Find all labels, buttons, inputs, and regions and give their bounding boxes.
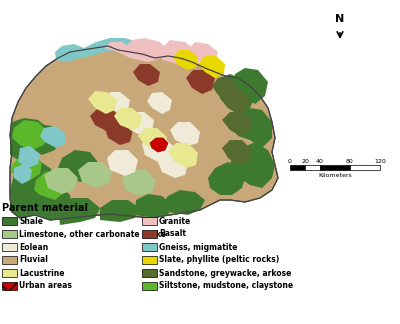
- Text: Parent material: Parent material: [2, 203, 88, 213]
- Polygon shape: [198, 56, 225, 78]
- Polygon shape: [40, 126, 66, 148]
- Bar: [142, 217, 157, 225]
- Polygon shape: [150, 138, 168, 152]
- Polygon shape: [105, 42, 130, 58]
- Polygon shape: [90, 108, 120, 132]
- Polygon shape: [126, 112, 154, 136]
- Bar: [2, 256, 17, 264]
- Text: N: N: [335, 14, 345, 24]
- Bar: [2, 269, 17, 277]
- Text: Granite: Granite: [159, 216, 191, 226]
- Polygon shape: [55, 44, 90, 62]
- Polygon shape: [228, 142, 275, 188]
- Bar: [290, 165, 305, 170]
- Text: 120: 120: [374, 159, 386, 164]
- Polygon shape: [34, 170, 68, 200]
- Text: Lacustrine: Lacustrine: [19, 269, 64, 277]
- Polygon shape: [88, 91, 117, 114]
- Polygon shape: [10, 46, 278, 220]
- Polygon shape: [147, 92, 172, 114]
- Polygon shape: [107, 150, 138, 176]
- Text: 20: 20: [301, 159, 309, 164]
- Bar: [142, 269, 157, 277]
- Text: Sandstone, greywacke, arkose: Sandstone, greywacke, arkose: [159, 269, 291, 277]
- Bar: [305, 165, 320, 170]
- Polygon shape: [135, 194, 172, 218]
- Polygon shape: [208, 162, 245, 195]
- Polygon shape: [162, 40, 195, 64]
- Polygon shape: [105, 92, 130, 114]
- Polygon shape: [232, 108, 272, 148]
- Text: Fluvial: Fluvial: [19, 256, 48, 264]
- Text: 0: 0: [288, 159, 292, 164]
- Polygon shape: [138, 128, 167, 151]
- Polygon shape: [58, 150, 100, 182]
- Polygon shape: [222, 140, 252, 165]
- Polygon shape: [186, 70, 215, 94]
- Bar: [142, 230, 157, 238]
- Bar: [350, 165, 380, 170]
- Bar: [320, 165, 350, 170]
- Bar: [142, 282, 157, 290]
- Polygon shape: [105, 120, 133, 145]
- Polygon shape: [220, 90, 250, 114]
- Polygon shape: [114, 108, 142, 130]
- Text: Shale: Shale: [19, 216, 43, 226]
- Text: Eolean: Eolean: [19, 242, 48, 251]
- Polygon shape: [44, 168, 78, 194]
- Bar: [2, 282, 17, 290]
- Polygon shape: [222, 112, 252, 136]
- Polygon shape: [122, 170, 156, 196]
- Polygon shape: [168, 143, 198, 168]
- Text: 80: 80: [346, 159, 354, 164]
- Polygon shape: [22, 124, 60, 155]
- Polygon shape: [158, 153, 188, 178]
- Text: Slate, phyllite (peltic rocks): Slate, phyllite (peltic rocks): [159, 256, 279, 264]
- Polygon shape: [12, 120, 48, 150]
- Polygon shape: [10, 160, 65, 215]
- Text: Gneiss, migmatite: Gneiss, migmatite: [159, 242, 237, 251]
- Text: Urban areas: Urban areas: [19, 282, 72, 291]
- Polygon shape: [173, 50, 198, 70]
- Bar: [2, 217, 17, 225]
- Polygon shape: [142, 136, 173, 162]
- Polygon shape: [10, 118, 50, 160]
- Bar: [2, 243, 17, 251]
- Bar: [142, 256, 157, 264]
- Polygon shape: [18, 146, 40, 168]
- Text: Limestone, other carbonate rocks: Limestone, other carbonate rocks: [19, 229, 166, 238]
- Polygon shape: [14, 164, 32, 184]
- Polygon shape: [232, 68, 268, 104]
- Polygon shape: [215, 74, 255, 114]
- Polygon shape: [133, 64, 160, 86]
- Text: 40: 40: [316, 159, 324, 164]
- Polygon shape: [78, 162, 112, 188]
- Polygon shape: [125, 38, 168, 62]
- Polygon shape: [84, 38, 145, 56]
- Text: Basalt: Basalt: [159, 229, 186, 238]
- Polygon shape: [162, 190, 205, 215]
- Bar: [2, 230, 17, 238]
- Polygon shape: [188, 42, 218, 66]
- Text: Kilometers: Kilometers: [318, 173, 352, 178]
- Polygon shape: [170, 122, 200, 146]
- Polygon shape: [12, 185, 72, 220]
- Polygon shape: [100, 200, 140, 222]
- Polygon shape: [212, 76, 238, 100]
- Polygon shape: [10, 154, 42, 180]
- Polygon shape: [58, 198, 100, 225]
- Bar: [142, 243, 157, 251]
- Text: Siltstone, mudstone, claystone: Siltstone, mudstone, claystone: [159, 282, 293, 291]
